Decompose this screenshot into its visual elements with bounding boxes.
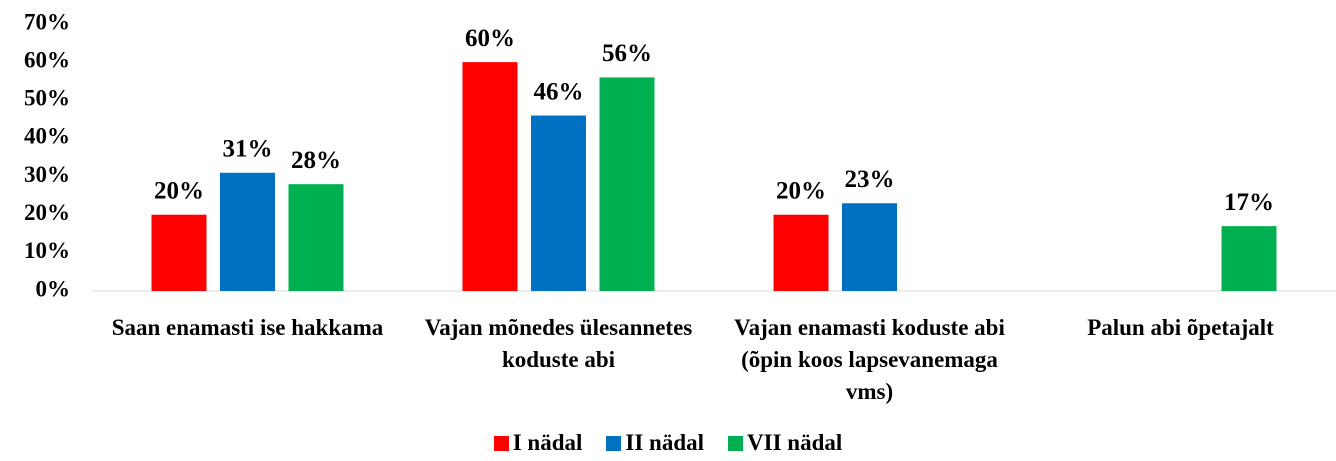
bar	[220, 172, 275, 291]
y-tick-label: 70%	[24, 9, 70, 34]
y-tick-label: 60%	[24, 47, 70, 72]
bar	[288, 184, 344, 291]
legend-label: VII nädal	[747, 430, 843, 455]
data-label: 28%	[291, 147, 341, 174]
bar	[462, 62, 518, 292]
y-tick-label: 40%	[24, 124, 70, 149]
y-tick-label: 50%	[24, 86, 70, 111]
data-label: 56%	[602, 40, 652, 67]
data-label: 20%	[154, 177, 204, 204]
data-label: 20%	[776, 177, 826, 204]
data-label: 46%	[534, 78, 584, 105]
data-label: 23%	[845, 166, 895, 193]
y-tick-label: 30%	[24, 162, 70, 187]
x-tick-label: Saan enamasti ise hakkama	[111, 315, 384, 340]
data-label: 17%	[1224, 189, 1274, 216]
bar	[1221, 226, 1277, 291]
legend: I nädal II nädal VII nädal	[0, 430, 1336, 456]
y-tick-label: 20%	[24, 200, 70, 225]
legend-item: I nädal	[493, 430, 583, 456]
x-tick-label: Palun abi õpetajalt	[1087, 315, 1274, 340]
bar	[842, 203, 897, 291]
bar	[151, 214, 207, 291]
legend-label: I nädal	[512, 430, 583, 455]
bar	[599, 77, 655, 292]
x-tick-label: Vajan mõnedes ülesannetes koduste abi	[424, 315, 693, 372]
legend-item: VII nädal	[728, 430, 842, 456]
legend-item: II nädal	[606, 430, 704, 456]
legend-swatch	[493, 435, 509, 451]
y-tick-label: 0%	[36, 276, 71, 301]
bar	[531, 115, 586, 292]
x-tick-label: Vajan enamasti koduste abi (õpin koos la…	[734, 315, 1005, 404]
bar	[773, 214, 829, 291]
legend-label: II nädal	[625, 430, 705, 455]
y-tick-label: 10%	[24, 238, 70, 263]
legend-swatch	[606, 435, 622, 451]
data-label: 31%	[223, 135, 273, 162]
legend-swatch	[728, 435, 744, 451]
data-label: 60%	[465, 25, 515, 52]
